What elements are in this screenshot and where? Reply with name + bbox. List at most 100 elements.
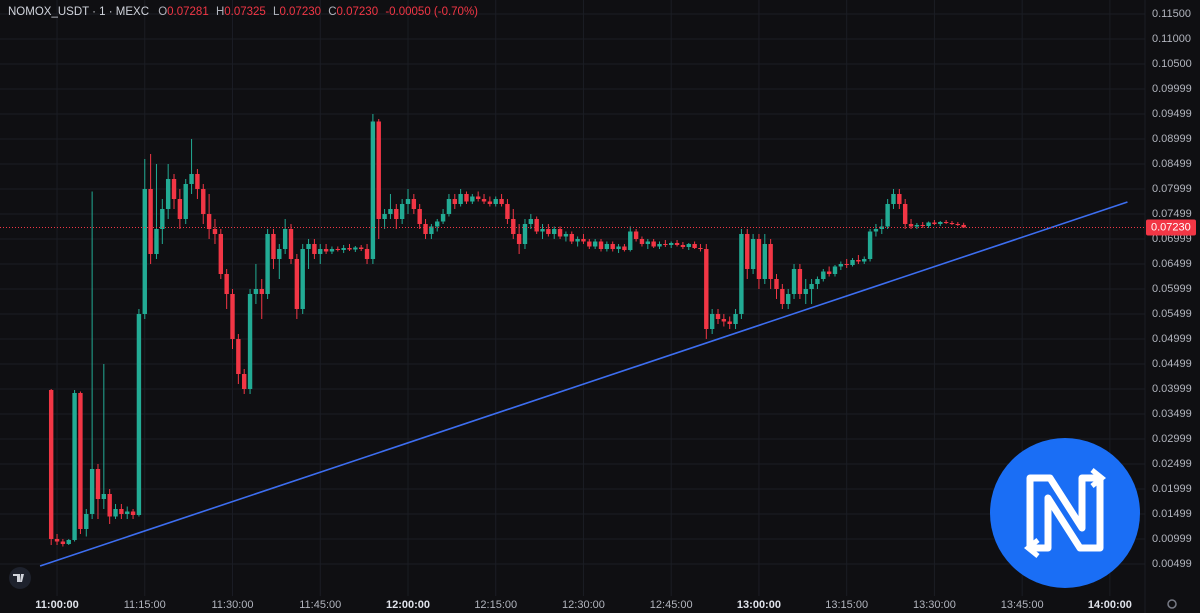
- candle-body: [259, 289, 264, 294]
- candle-body: [136, 314, 142, 515]
- x-tick-label: 13:45:00: [1001, 599, 1044, 611]
- candle-body: [300, 249, 305, 309]
- candle-body: [628, 231, 633, 250]
- candle-body: [756, 239, 762, 279]
- candle-body: [949, 223, 955, 224]
- candle-body: [511, 219, 516, 234]
- candle-body: [154, 229, 159, 254]
- candle-body: [610, 244, 615, 249]
- logo-arrow: [1023, 538, 1040, 558]
- candle-body: [277, 249, 282, 259]
- candle-body: [242, 374, 247, 389]
- candle-body: [78, 393, 83, 529]
- candle-body: [230, 294, 235, 339]
- candle-body: [189, 174, 194, 184]
- candle-body: [399, 204, 405, 219]
- candle-body: [247, 294, 253, 389]
- candle-body: [727, 321, 732, 324]
- candle-body: [739, 234, 744, 314]
- candle-body: [394, 209, 399, 219]
- y-tick-label: 0.05999: [1152, 283, 1192, 295]
- candle-body: [698, 248, 703, 249]
- candle-body: [201, 189, 206, 214]
- change: -0.00050 (-0.70%): [385, 6, 478, 18]
- candle-body: [598, 241, 604, 249]
- ohlc-key: H: [216, 6, 224, 18]
- candle-body: [745, 234, 750, 269]
- candle-body: [879, 226, 884, 229]
- candle-body: [423, 224, 428, 234]
- y-tick-label: 0.01499: [1152, 508, 1192, 520]
- candle-body: [54, 539, 60, 542]
- y-tick-label: 0.08499: [1152, 158, 1192, 170]
- candle-body: [125, 511, 130, 514]
- candle-body: [932, 222, 937, 224]
- candle-body: [323, 249, 329, 252]
- plot: [0, 114, 1145, 567]
- candle-body: [569, 234, 574, 242]
- candle-body: [370, 121, 376, 259]
- candle-body: [733, 314, 738, 324]
- candle-body: [704, 249, 709, 329]
- candle-body: [844, 264, 849, 265]
- candle-body: [838, 264, 844, 267]
- last-price-label: 0.07230: [1151, 221, 1191, 233]
- x-tick-label: 11:30:00: [212, 599, 254, 611]
- candle-body: [955, 224, 961, 225]
- x-tick-label: 13:15:00: [825, 599, 868, 611]
- candle-body: [160, 209, 165, 229]
- candle-body: [715, 314, 721, 319]
- header: NOMOX_USDT · 1 · MEXC O0.07281 H0.07325 …: [8, 6, 478, 18]
- axes: 0.11500 0.11000 0.10500 0.09999 0.09499 0.089…: [35, 0, 1196, 613]
- x-tick-label: 12:15:00: [474, 599, 517, 611]
- y-tick-label: 0.03499: [1152, 408, 1192, 420]
- y-tick-label: 0.03999: [1152, 383, 1192, 395]
- candle-body: [680, 245, 686, 247]
- ohlc-key: C: [328, 6, 336, 18]
- candle-body: [791, 269, 797, 294]
- candle-body: [142, 189, 147, 314]
- y-tick-label: 0.02499: [1152, 458, 1192, 470]
- candle-body: [663, 244, 668, 245]
- candle-body: [604, 244, 610, 249]
- candle-body: [48, 390, 54, 539]
- candle-body: [540, 229, 545, 232]
- candle-body: [809, 284, 814, 289]
- y-tick-label: 0.01999: [1152, 483, 1192, 495]
- y-tick-label: 0.07499: [1152, 208, 1192, 220]
- tv-logo-mark: [13, 574, 24, 582]
- candle-body: [821, 271, 826, 279]
- trendline: [39, 201, 1128, 567]
- ohlc-value: 0.07325: [224, 6, 266, 18]
- x-tick-label: 12:45:00: [650, 599, 693, 611]
- y-tick-label: 0.11500: [1152, 8, 1191, 20]
- candle-body: [312, 244, 317, 254]
- x-tick-label: 11:15:00: [124, 599, 166, 611]
- settings-icon[interactable]: [1167, 599, 1177, 609]
- candle-body: [961, 224, 966, 228]
- x-tick-label: 12:00:00: [386, 599, 430, 611]
- candle-body: [902, 204, 908, 224]
- candle-body: [60, 541, 66, 544]
- candle-body: [417, 209, 422, 224]
- candle-body: [265, 234, 270, 294]
- candle-body: [938, 222, 943, 224]
- candle-body: [376, 121, 381, 219]
- candle-body: [470, 196, 475, 202]
- ohlc-key: O: [158, 6, 167, 18]
- candle-body: [294, 259, 300, 309]
- candle-body: [885, 204, 890, 227]
- candle-body: [873, 229, 879, 232]
- candle-body: [774, 279, 779, 289]
- candle-body: [505, 204, 510, 219]
- candle-body: [95, 469, 101, 499]
- candle-body: [557, 229, 563, 237]
- tv-logo: [9, 567, 31, 589]
- candle-body: [107, 494, 112, 517]
- candle-body: [785, 294, 791, 304]
- y-tick-label: 0.11000: [1152, 33, 1191, 45]
- candle-body: [183, 184, 188, 219]
- candle-body: [347, 248, 352, 250]
- candle-body: [920, 225, 925, 226]
